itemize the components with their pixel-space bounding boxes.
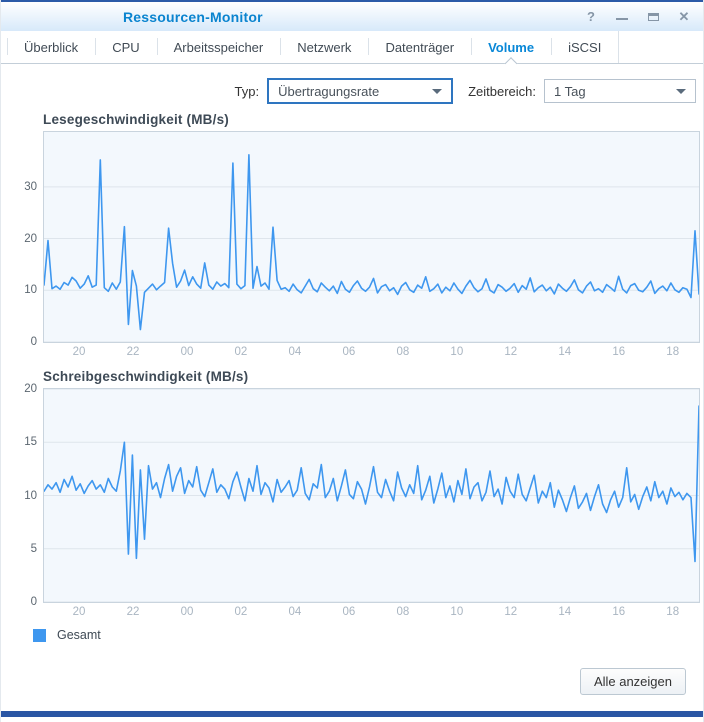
y-axis-tick-label: 20 xyxy=(24,232,37,245)
write-speed-x-axis: 20 22 00 02 04 06 08 10 12 14 16 18 xyxy=(43,603,698,621)
time-range-select-value: 1 Tag xyxy=(554,83,586,99)
help-icon[interactable]: ? xyxy=(587,9,595,24)
x-axis-tick-label: 22 xyxy=(126,606,140,618)
window-controls: ? ✕ xyxy=(584,2,691,31)
titlebar: Ressourcen-Monitor ? ✕ xyxy=(1,2,703,31)
x-axis-tick-label: 10 xyxy=(450,606,464,618)
x-axis-tick-label: 00 xyxy=(180,346,194,358)
x-axis-tick-label: 04 xyxy=(288,346,302,358)
tab-ueberblick[interactable]: Überblick xyxy=(7,31,95,63)
x-axis-tick-label: 14 xyxy=(558,346,572,358)
x-axis-tick-label: 16 xyxy=(612,606,626,618)
y-axis-tick-label: 30 xyxy=(24,180,37,193)
x-axis-tick-label: 14 xyxy=(558,606,572,618)
window-title: Ressourcen-Monitor xyxy=(123,8,263,25)
y-axis-tick-label: 20 xyxy=(24,383,37,395)
show-all-button[interactable]: Alle anzeigen xyxy=(579,668,686,695)
read-speed-chart: 0 10 20 30 xyxy=(24,131,700,348)
tab-netzwerk[interactable]: Netzwerk xyxy=(280,31,368,63)
tab-bar: Überblick CPU Arbeitsspeicher Netzwerk D… xyxy=(1,31,703,64)
tab-label: Arbeitsspeicher xyxy=(173,39,264,55)
tab-label: Volume xyxy=(488,39,535,55)
x-axis-tick-label: 08 xyxy=(396,606,410,618)
minimize-icon[interactable] xyxy=(615,10,629,24)
tab-label: Überblick xyxy=(24,39,79,55)
tab-label: Netzwerk xyxy=(297,39,352,55)
x-axis-tick-label: 08 xyxy=(396,346,410,358)
tab-volume[interactable]: Volume xyxy=(471,31,551,63)
x-axis-tick-label: 10 xyxy=(450,346,464,358)
x-axis-tick-label: 06 xyxy=(342,606,356,618)
close-icon[interactable]: ✕ xyxy=(678,8,690,24)
x-axis-tick-label: 18 xyxy=(666,346,680,358)
y-axis-tick-label: 10 xyxy=(24,489,37,502)
legend-label: Gesamt xyxy=(57,628,101,642)
y-axis-tick-label: 0 xyxy=(30,336,37,348)
tab-arbeitsspeicher[interactable]: Arbeitsspeicher xyxy=(156,31,281,63)
read-speed-x-axis: 20 22 00 02 04 06 08 10 12 14 16 18 xyxy=(43,343,698,361)
tab-datentraeger[interactable]: Datenträger xyxy=(368,31,471,63)
write-speed-chart: 0 5 10 15 20 xyxy=(24,383,700,608)
x-axis-tick-label: 16 xyxy=(612,346,626,358)
x-axis-tick-label: 22 xyxy=(126,346,140,358)
maximize-icon[interactable] xyxy=(646,10,660,24)
legend-color-swatch xyxy=(33,628,46,642)
y-axis-tick-label: 15 xyxy=(24,436,37,449)
time-range-select[interactable]: 1 Tag xyxy=(544,79,696,103)
tab-cpu[interactable]: CPU xyxy=(95,31,156,63)
x-axis-tick-label: 12 xyxy=(504,346,518,358)
y-axis-tick-label: 5 xyxy=(30,542,37,555)
x-axis-tick-label: 04 xyxy=(288,606,302,618)
tab-label: iSCSI xyxy=(568,39,602,55)
x-axis-tick-label: 20 xyxy=(72,346,86,358)
x-axis-tick-label: 00 xyxy=(180,606,194,618)
window-bottom-border xyxy=(1,711,703,717)
tab-label: Datenträger xyxy=(385,39,455,55)
time-range-label: Zeitbereich: xyxy=(468,83,536,99)
chart-controls-row: Typ: Übertragungsrate Zeitbereich: 1 Tag xyxy=(1,78,696,104)
window-top-border xyxy=(1,0,703,2)
type-select-value: Übertragungsrate xyxy=(278,83,380,99)
write-speed-chart-title: Schreibgeschwindigkeit (MB/s) xyxy=(43,369,249,384)
x-axis-tick-label: 02 xyxy=(234,606,248,618)
x-axis-tick-label: 20 xyxy=(72,606,86,618)
x-axis-tick-label: 18 xyxy=(666,606,680,618)
y-axis-tick-label: 0 xyxy=(30,596,37,608)
y-axis-tick-label: 10 xyxy=(24,284,37,297)
x-axis-tick-label: 12 xyxy=(504,606,518,618)
type-select[interactable]: Übertragungsrate xyxy=(267,78,454,104)
tab-label: CPU xyxy=(112,39,140,55)
tab-iscsi[interactable]: iSCSI xyxy=(551,31,620,63)
chart-legend: Gesamt xyxy=(33,628,703,642)
read-speed-chart-title: Lesegeschwindigkeit (MB/s) xyxy=(43,112,229,127)
x-axis-tick-label: 06 xyxy=(342,346,356,358)
x-axis-tick-label: 02 xyxy=(234,346,248,358)
type-label: Typ: xyxy=(234,83,260,99)
